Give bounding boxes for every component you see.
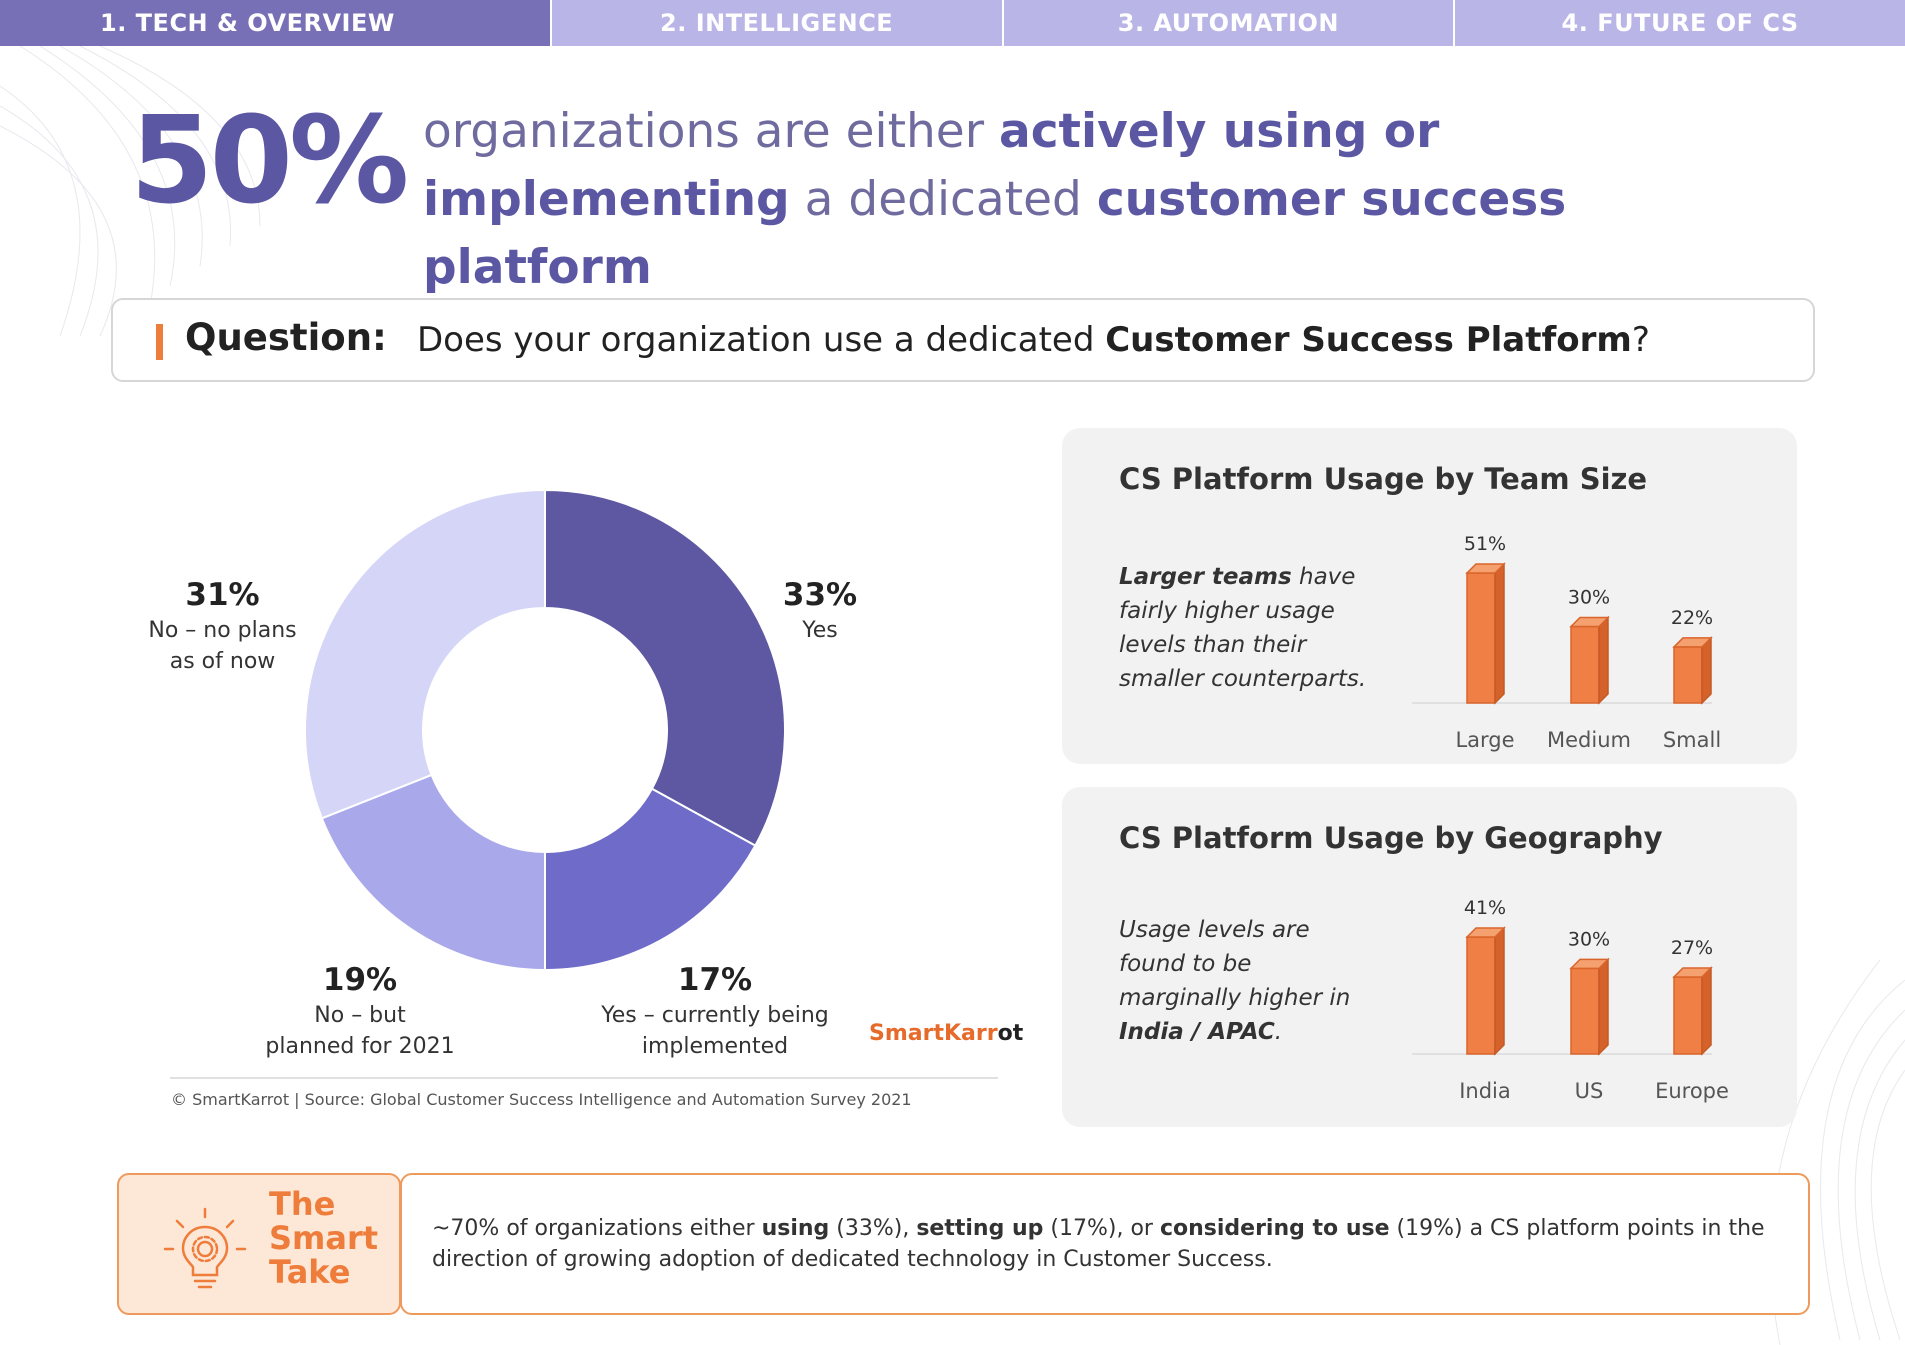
bar-large [1465,562,1506,705]
headline-text: organizations are either actively using … [423,104,1567,295]
bar-value-label: 30% [1568,587,1610,609]
smart-take-text: ~70% of organizations either using (33%)… [432,1216,1765,1272]
smart-take-badge: The Smart Take [117,1173,401,1315]
bar-value-label: 41% [1464,897,1506,919]
bar-category-label: Small [1663,728,1721,752]
bar-small [1672,636,1713,705]
bar-europe [1672,966,1713,1056]
question-label: Question: [185,316,387,359]
panel-geography-title: CS Platform Usage by Geography [1119,821,1663,855]
smart-take-title: The Smart Take [269,1185,379,1291]
bar-category-label: India [1459,1079,1511,1103]
panel-team-size: CS Platform Usage by Team Size Larger te… [1062,428,1797,764]
donut-slice-2 [320,773,546,972]
bar-category-label: US [1575,1079,1604,1103]
panel-geography-description: Usage levels are found to be marginally … [1119,917,1351,1045]
section-tabs: 1. TECH & OVERVIEW 2. INTELLIGENCE 3. AU… [0,0,1905,46]
question-box: Question: Does your organization use a d… [111,298,1815,382]
bar-category-label: Large [1455,728,1514,752]
question-text: Does your organization use a dedicated C… [417,320,1650,360]
source-divider [170,1077,998,1079]
panel-geography: CS Platform Usage by Geography Usage lev… [1062,787,1797,1127]
donut-label-yes: 33% Yes [782,577,858,643]
bar-medium [1569,615,1610,705]
donut-slice-3 [304,488,546,820]
team-size-bar-chart: 51% Large 30% Medium 22% Small [1412,533,1721,752]
tab-future-of-cs[interactable]: 4. FUTURE OF CS [1455,0,1905,46]
bar-value-label: 51% [1464,533,1506,555]
lightbulb-icon [163,1207,247,1289]
smartkarrot-logo: SmartKarrot [869,1021,1024,1046]
tab-tech-overview[interactable]: 1. TECH & OVERVIEW [0,0,552,46]
headline-stat: 50% [130,92,409,231]
donut-slice-1 [544,787,757,972]
bar-category-label: Medium [1547,728,1631,752]
donut-chart [304,488,786,972]
bar-india [1465,926,1506,1056]
tab-intelligence[interactable]: 2. INTELLIGENCE [551,0,1004,46]
donut-label-implementing: 17% Yes – currently being implemented [601,962,829,1059]
donut-slice-0 [544,488,786,847]
source-note: © SmartKarrot | Source: Global Customer … [171,1090,912,1109]
bar-value-label: 22% [1671,607,1713,629]
panel-team-size-title: CS Platform Usage by Team Size [1119,462,1648,496]
panel-team-size-description: Larger teams have fairly higher usage le… [1119,564,1367,692]
bar-value-label: 30% [1568,928,1610,950]
smart-take-text-box: ~70% of organizations either using (33%)… [400,1173,1810,1315]
donut-label-no-plans: 31% No – no plans as of now [148,577,297,674]
bar-value-label: 27% [1671,937,1713,959]
geography-bar-chart: 41% India 30% US 27% Europe [1412,897,1729,1103]
question-accent-bar [156,324,163,360]
bar-us [1569,957,1610,1056]
bar-category-label: Europe [1655,1079,1729,1103]
tab-automation[interactable]: 3. AUTOMATION [1003,0,1456,46]
donut-label-planned: 19% No – but planned for 2021 [265,962,455,1059]
